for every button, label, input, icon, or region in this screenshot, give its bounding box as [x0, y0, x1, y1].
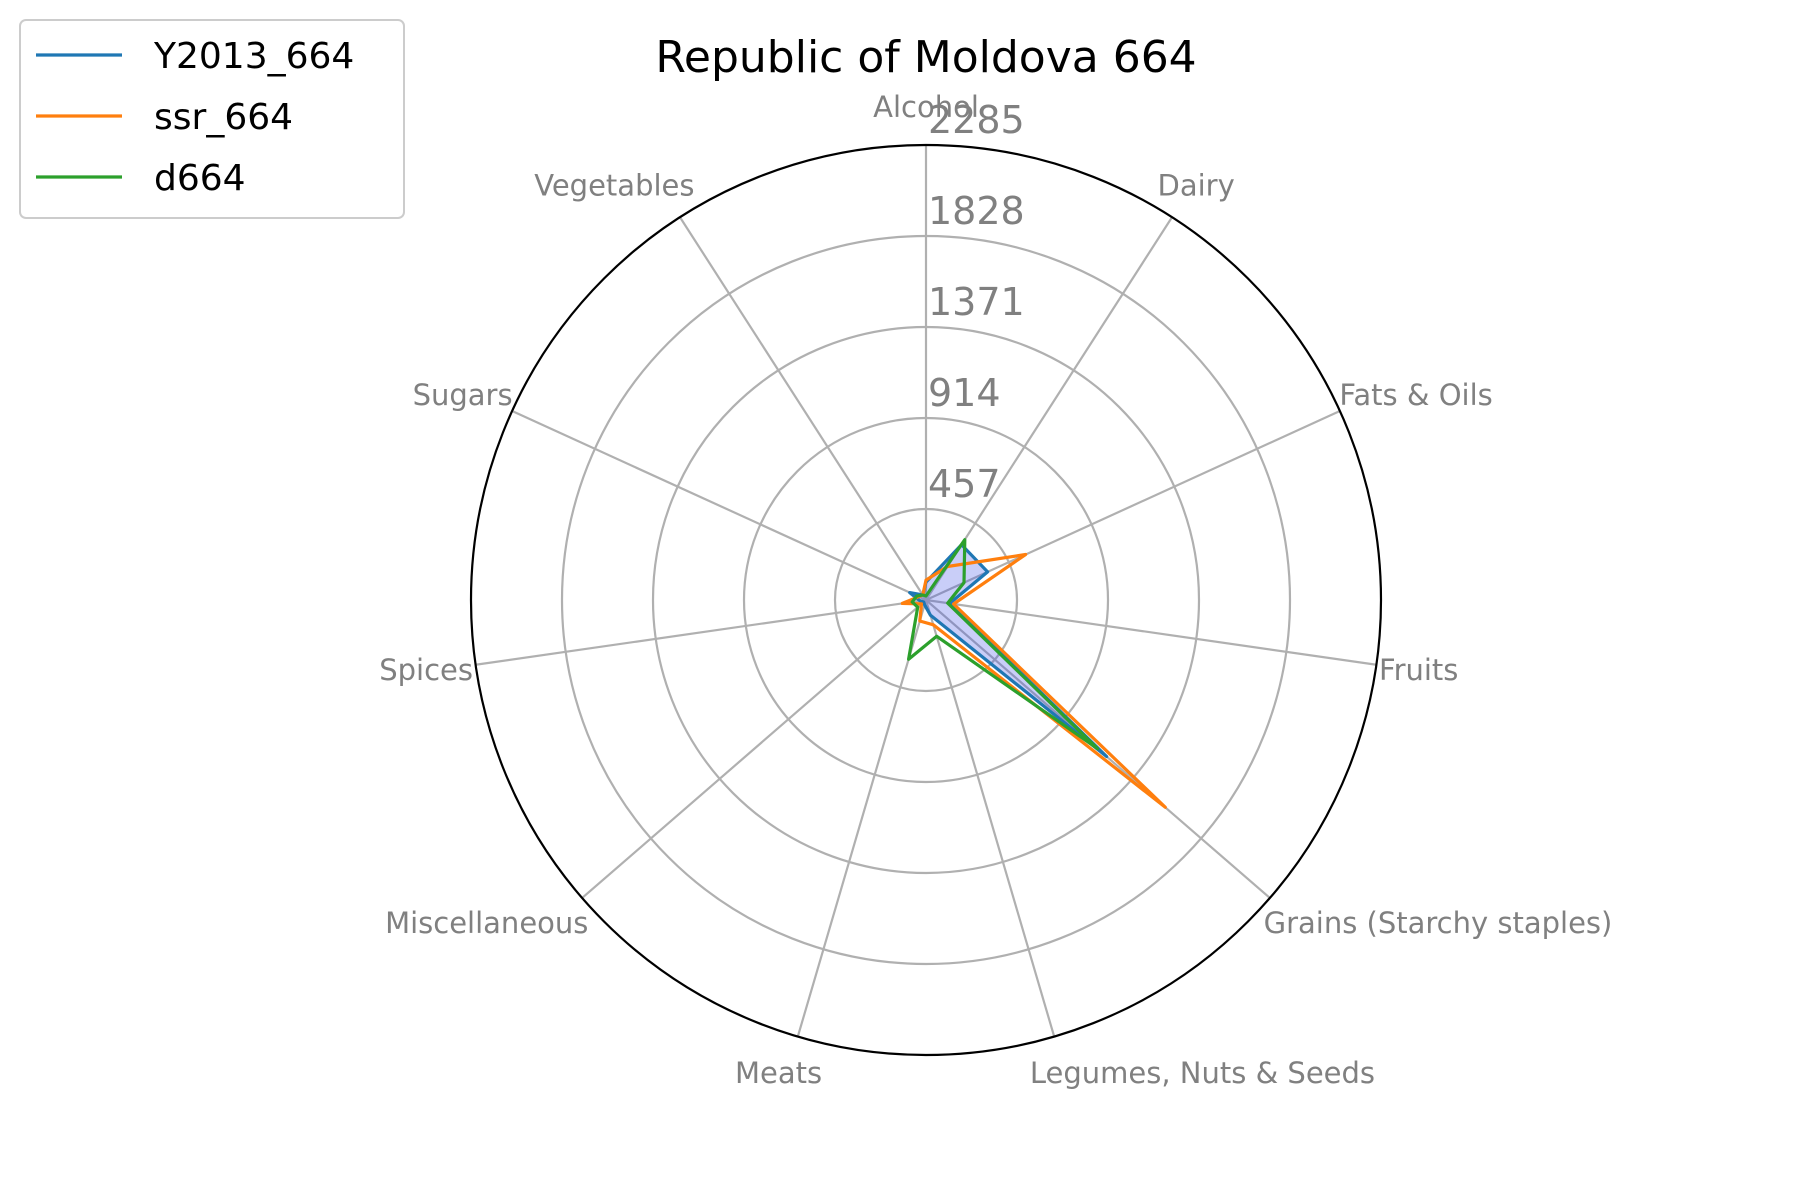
r-tick-label: 2285	[928, 98, 1025, 142]
axis-label-grains-starchy-staples: Grains (Starchy staples)	[1264, 906, 1613, 940]
axis-label-dairy: Dairy	[1158, 168, 1235, 202]
spoke-legumes-nuts-seeds	[924, 599, 1056, 1037]
spoke-fruits	[925, 598, 1377, 666]
series-line-d664	[906, 538, 1100, 751]
spoke-spices	[475, 598, 927, 666]
r-tick-label: 1828	[928, 189, 1025, 233]
series-layer	[900, 538, 1167, 809]
axis-label-meats: Meats	[735, 1056, 822, 1090]
spoke-fats-oils	[925, 409, 1341, 602]
r-tick-label: 457	[928, 462, 1001, 506]
axis-label-fats-oils: Fats & Oils	[1339, 378, 1492, 412]
axis-label-alcohol: Alcohol	[873, 90, 979, 124]
spoke-sugars	[511, 409, 927, 602]
series-line-y2013-664	[908, 543, 1109, 759]
radar-grid	[469, 143, 1383, 1057]
axis-label-sugars: Sugars	[413, 378, 513, 412]
axis-label-spices: Spices	[379, 653, 473, 687]
radial-tick-labels: 457 914 1371 1828 2285	[928, 98, 1025, 506]
legend-label-y2013-664: Y2013_664	[153, 36, 354, 77]
axis-labels: Alcohol Dairy Fats & Oils Fruits Grains (Sta…	[379, 90, 1612, 1090]
axis-label-miscellaneous: Miscellaneous	[385, 906, 588, 940]
r-tick-label: 1371	[928, 280, 1025, 324]
spoke-miscellaneous	[581, 599, 927, 899]
r-tick-label: 914	[928, 371, 1001, 415]
spoke-dairy	[925, 216, 1173, 601]
legend-box	[19, 19, 405, 219]
spoke-vegetables	[679, 216, 927, 601]
axis-label-fruits: Fruits	[1379, 653, 1458, 687]
spoke-meats	[796, 599, 928, 1037]
axis-label-vegetables: Vegetables	[534, 168, 694, 202]
legend: Y2013_664 ssr_664 d664	[19, 19, 405, 219]
outer-circle	[469, 143, 1383, 1057]
axis-label-legumes-nuts-seeds: Legumes, Nuts & Seeds	[1030, 1056, 1375, 1090]
legend-label-ssr-664: ssr_664	[154, 97, 293, 138]
legend-label-d664: d664	[154, 158, 246, 199]
chart-title: Republic of Moldova 664	[655, 32, 1196, 83]
